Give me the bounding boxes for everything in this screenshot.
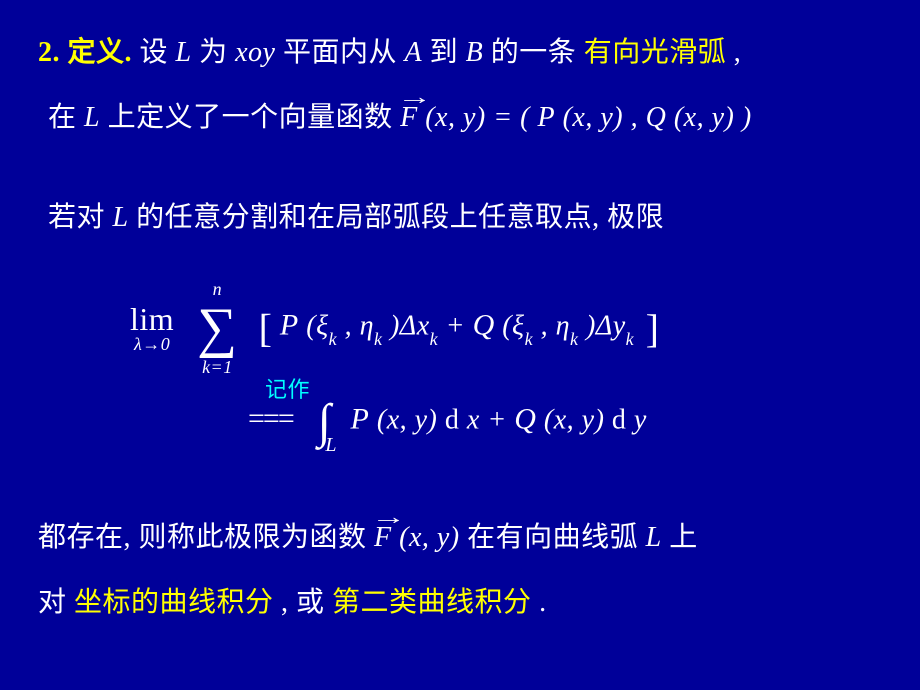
slide: 2. 定义. 设 L 为 xoy 平面内从 A 到 B 的一条 有向光滑弧 , … (0, 0, 920, 690)
vector-F-2: F (374, 522, 392, 554)
heading-number: 2. 定义. (38, 37, 132, 68)
vector-F: F (400, 102, 418, 134)
line-4: 都存在, 则称此极限为函数 F (x, y) 在有向曲线弧 L 上 (38, 515, 698, 555)
def-equals: === (248, 402, 293, 436)
lim-operator: lim λ→0 (130, 301, 174, 355)
formula-limit-sum: lim λ→0 n ∑ k=1 [ P (ξk , ηk )Δxk + Q (ξ… (130, 280, 659, 376)
line-1: 2. 定义. 设 L 为 xoy 平面内从 A 到 B 的一条 有向光滑弧 , (38, 30, 741, 70)
highlight-second-kind: 第二类曲线积分 (332, 587, 532, 618)
highlight-arc: 有向光滑弧 (584, 37, 727, 68)
highlight-coord-integral: 坐标的曲线积分 (74, 587, 274, 618)
line-2: 在 L 上定义了一个向量函数 F (x, y) = ( P (x, y) , Q… (48, 95, 752, 135)
line-3: 若对 L 的任意分割和在局部弧段上任意取点, 极限 (48, 195, 664, 235)
formula-integral: === ∫L P (x, y) d x + Q (x, y) d y (248, 398, 647, 446)
line-5: 对 坐标的曲线积分 , 或 第二类曲线积分 . (38, 580, 547, 620)
sum-operator: n ∑ k=1 (197, 280, 237, 376)
